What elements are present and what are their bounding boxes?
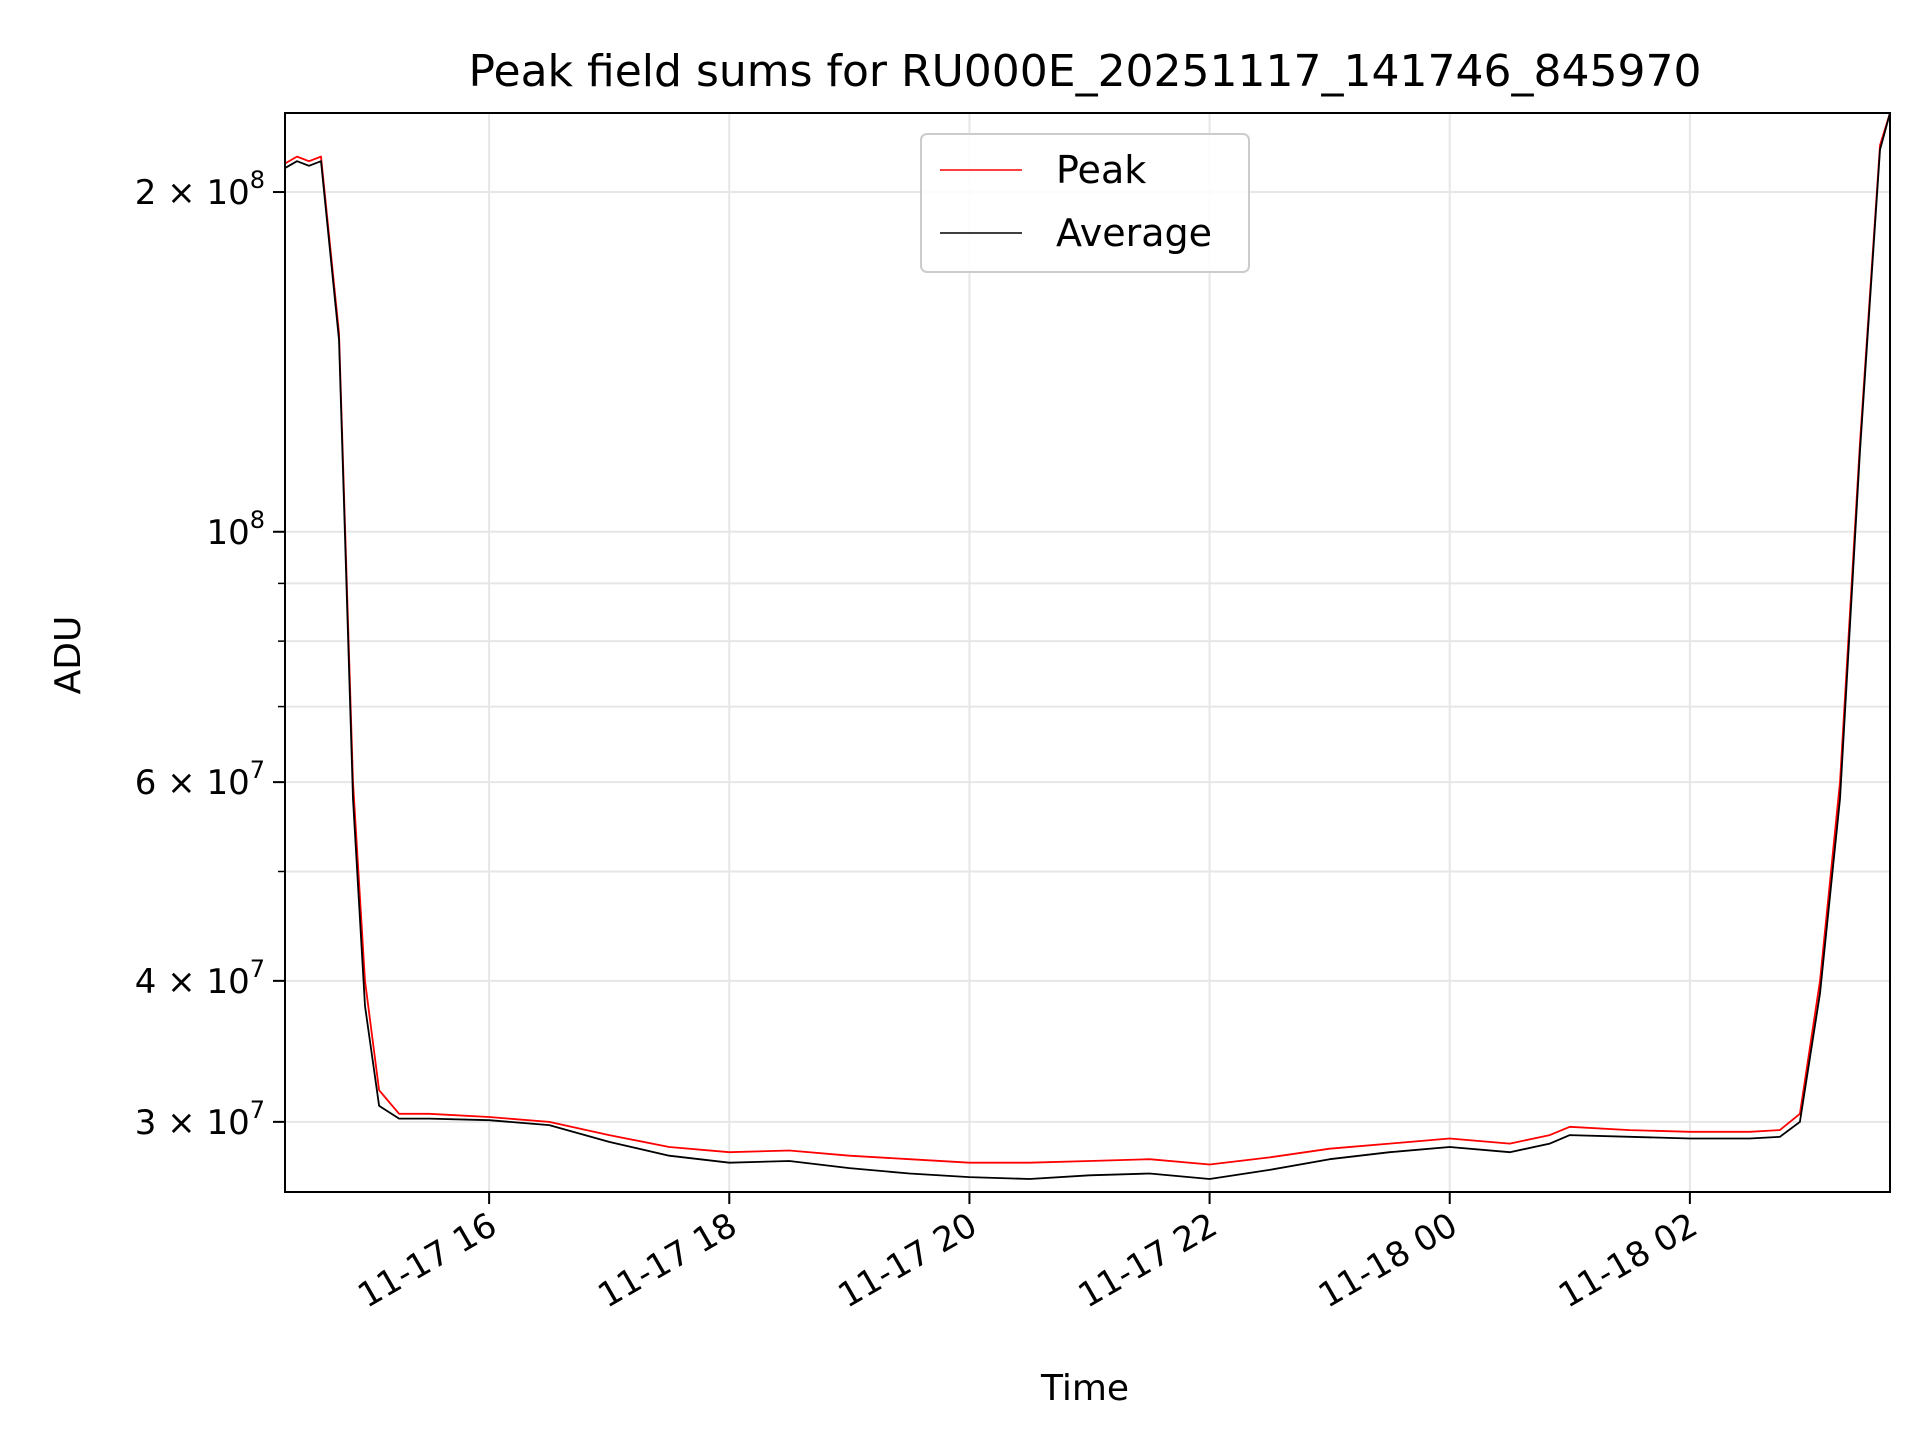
chart-title: Peak field sums for RU000E_20251117_1417… — [469, 46, 1702, 97]
y-tick-exponent: 8 — [250, 506, 265, 534]
y-axis-label: ADU — [48, 616, 89, 695]
legend-peak-label: Peak — [1056, 148, 1146, 192]
y-tick-label: 6 × 107 — [135, 756, 265, 803]
legend-box — [920, 133, 1250, 273]
series-line-peak — [285, 113, 1890, 1166]
y-tick-base: 4 × 10 — [135, 962, 250, 1002]
y-tick-base: 10 — [206, 513, 249, 553]
legend: Peak Average — [920, 133, 1250, 273]
y-tick-exponent: 7 — [250, 955, 265, 983]
series-line-average — [285, 113, 1890, 1180]
y-tick-exponent: 7 — [250, 1096, 265, 1124]
y-tick-label: 2 × 108 — [135, 166, 265, 213]
y-tick-base: 2 × 10 — [135, 173, 250, 213]
y-tick-exponent: 8 — [250, 166, 265, 194]
y-tick-label: 108 — [206, 506, 265, 553]
legend-average-label: Average — [1056, 211, 1212, 255]
y-tick-exponent: 7 — [250, 756, 265, 784]
x-axis-label: Time — [1040, 1368, 1129, 1409]
series-lines — [285, 113, 1890, 1180]
y-tick-base: 6 × 10 — [135, 763, 250, 803]
y-tick-label: 4 × 107 — [135, 955, 265, 1002]
y-tick-base: 3 × 10 — [135, 1103, 250, 1143]
y-tick-label: 3 × 107 — [135, 1096, 265, 1143]
plot-frame — [284, 112, 1891, 1193]
